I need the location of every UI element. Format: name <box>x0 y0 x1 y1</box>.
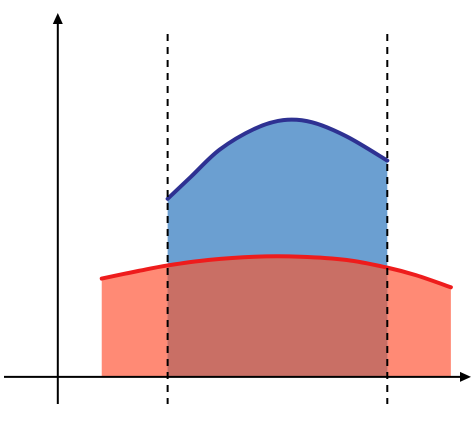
x-axis-arrowhead <box>460 371 471 382</box>
curve-layer <box>99 117 453 290</box>
vertical-line-layer <box>166 34 389 404</box>
area-layer <box>101 119 451 377</box>
overlap-fill <box>167 256 388 377</box>
curve-2 <box>165 117 390 201</box>
axes-layer <box>4 13 471 404</box>
curve-1 <box>99 254 453 290</box>
y-axis-arrowhead <box>52 13 63 24</box>
